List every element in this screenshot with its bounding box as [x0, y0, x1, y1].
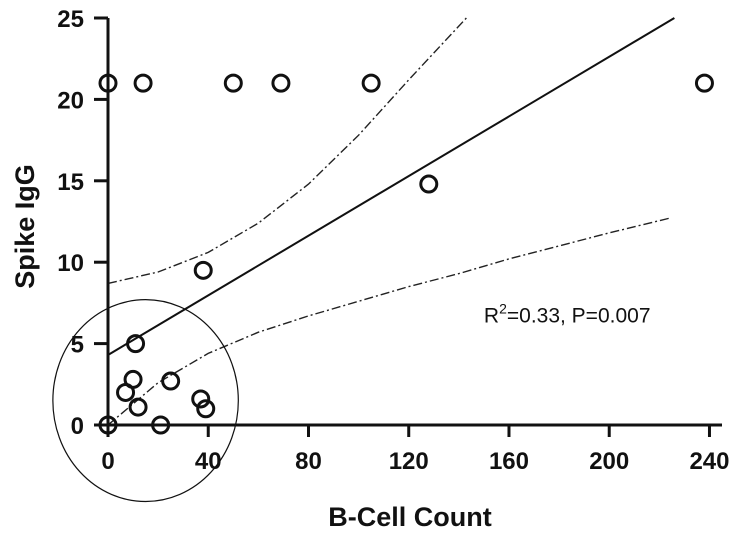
y-tick-label: 15 [57, 169, 84, 196]
data-point [128, 397, 148, 417]
r-superscript: 2 [499, 300, 507, 316]
x-tick-label: 160 [489, 448, 529, 475]
data-point [223, 73, 243, 93]
y-tick-label: 20 [57, 87, 84, 114]
data-point [151, 415, 171, 435]
data-point [271, 73, 291, 93]
x-tick-label: 80 [295, 448, 322, 475]
x-tick-label: 240 [689, 448, 729, 475]
highlight-circle [52, 299, 239, 503]
data-point [193, 260, 213, 280]
data-point [419, 174, 439, 194]
y-tick-label: 5 [71, 332, 84, 359]
data-point [98, 415, 118, 435]
data-point [361, 73, 381, 93]
data-point [191, 389, 211, 409]
x-tick-label: 120 [389, 448, 429, 475]
fit-line [107, 17, 675, 356]
regression-line [107, 17, 675, 356]
y-axis-title: Spike IgG [10, 164, 40, 289]
x-axis-title: B-Cell Count [328, 502, 491, 532]
data-points [98, 73, 714, 435]
x-tick-label: 200 [589, 448, 629, 475]
highlight [52, 299, 239, 503]
data-point [694, 73, 714, 93]
data-point [98, 73, 118, 93]
data-point [116, 382, 136, 402]
data-point [133, 73, 153, 93]
x-tick-label: 0 [101, 448, 114, 475]
x-tick-label: 40 [195, 448, 222, 475]
r-label: R [484, 304, 499, 327]
data-point [161, 371, 181, 391]
stats-annotation: R2=0.33, P=0.007 [484, 300, 651, 327]
ci-lower-line [107, 217, 670, 426]
stats-text: =0.33, P=0.007 [507, 304, 651, 327]
y-tick-label: 25 [57, 6, 84, 33]
ci-upper-line [107, 17, 467, 285]
data-point [126, 334, 146, 354]
axes: 0 40 80 120 160 200 240 0 5 10 15 20 25 [57, 6, 729, 475]
data-point [196, 399, 216, 419]
y-tick-label: 0 [71, 413, 84, 440]
confidence-bands [107, 17, 670, 426]
y-tick-label: 10 [57, 250, 84, 277]
